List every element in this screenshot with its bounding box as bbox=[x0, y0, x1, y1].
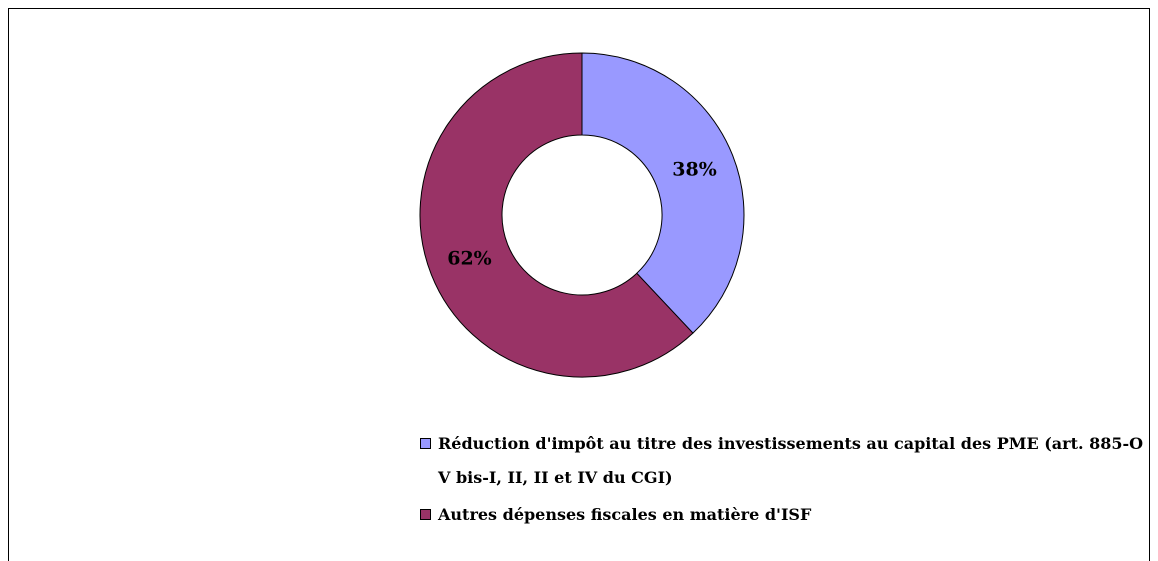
legend-text: Autres dépenses fiscales en matière d'IS… bbox=[438, 505, 812, 524]
data-label: 62% bbox=[447, 248, 492, 270]
legend-item: Autres dépenses fiscales en matière d'IS… bbox=[420, 498, 1150, 532]
slice bbox=[581, 52, 745, 334]
legend-item: Réduction d'impôt au titre des investiss… bbox=[420, 427, 1150, 495]
legend-swatch bbox=[420, 438, 431, 449]
legend: Réduction d'impôt au titre des investiss… bbox=[420, 427, 1150, 535]
legend-swatch bbox=[420, 509, 431, 520]
legend-text: Réduction d'impôt au titre des investiss… bbox=[438, 434, 1144, 487]
data-label: 38% bbox=[672, 158, 717, 180]
slice bbox=[419, 52, 694, 378]
chart-frame bbox=[8, 8, 1150, 561]
